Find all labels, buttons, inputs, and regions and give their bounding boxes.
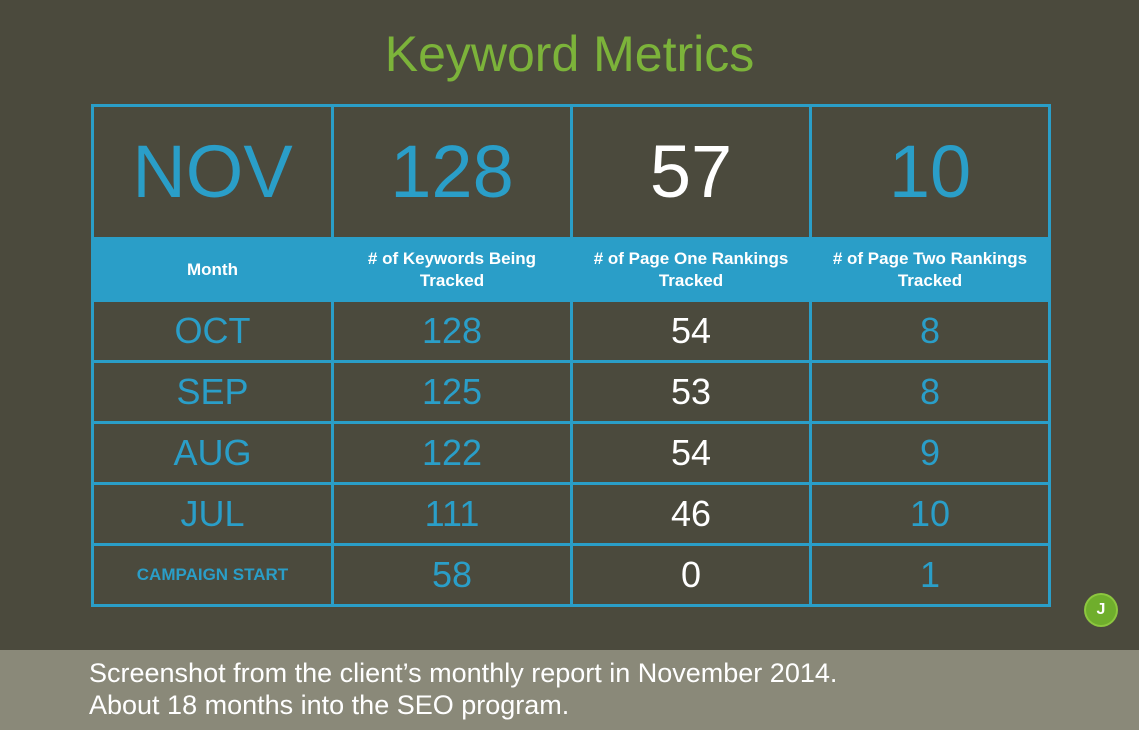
- header-row: Month # of Keywords Being Tracked # of P…: [91, 237, 1051, 302]
- month-cell: AUG: [91, 421, 334, 485]
- column-header-month: Month: [91, 237, 334, 302]
- current-month-cell: NOV: [91, 104, 334, 240]
- column-header-keywords: # of Keywords Being Tracked: [331, 237, 573, 302]
- month-cell: JUL: [91, 482, 334, 546]
- table-row: AUG 122 54 9: [91, 421, 1051, 485]
- month-cell: CAMPAIGN START: [91, 543, 334, 607]
- column-header-page-one: # of Page One Rankings Tracked: [570, 237, 812, 302]
- caption-bar: [0, 650, 1139, 730]
- keywords-cell: 111: [331, 482, 573, 546]
- month-cell: OCT: [91, 299, 334, 363]
- page-two-cell: 1: [809, 543, 1051, 607]
- table-row: JUL 111 46 10: [91, 482, 1051, 546]
- caption-line-2: About 18 months into the SEO program.: [89, 690, 570, 720]
- page-title: Keyword Metrics: [384, 26, 755, 82]
- keyword-metrics-table: NOV 128 57 10 Month # of Keywords Being …: [91, 104, 1051, 607]
- current-month-row: NOV 128 57 10: [91, 104, 1051, 240]
- keywords-cell: 128: [331, 299, 573, 363]
- keywords-cell: 122: [331, 421, 573, 485]
- page-two-cell: 9: [809, 421, 1051, 485]
- page-one-cell: 0: [570, 543, 812, 607]
- keywords-cell: 58: [331, 543, 573, 607]
- page-two-cell: 8: [809, 299, 1051, 363]
- table-row: SEP 125 53 8: [91, 360, 1051, 424]
- current-page-one-cell: 57: [570, 104, 812, 240]
- month-cell: SEP: [91, 360, 334, 424]
- table-row: OCT 128 54 8: [91, 299, 1051, 363]
- current-keywords-cell: 128: [331, 104, 573, 240]
- caption-line-1: Screenshot from the client’s monthly rep…: [89, 658, 838, 688]
- keywords-cell: 125: [331, 360, 573, 424]
- page-two-cell: 8: [809, 360, 1051, 424]
- table-row: CAMPAIGN START 58 0 1: [91, 543, 1051, 607]
- page-two-cell: 10: [809, 482, 1051, 546]
- logo-badge: J: [1086, 595, 1116, 625]
- caption: Screenshot from the client’s monthly rep…: [89, 657, 837, 721]
- page-one-cell: 46: [570, 482, 812, 546]
- page-one-cell: 54: [570, 421, 812, 485]
- column-header-page-two: # of Page Two Rankings Tracked: [809, 237, 1051, 302]
- page-one-cell: 53: [570, 360, 812, 424]
- current-page-two-cell: 10: [809, 104, 1051, 240]
- page-one-cell: 54: [570, 299, 812, 363]
